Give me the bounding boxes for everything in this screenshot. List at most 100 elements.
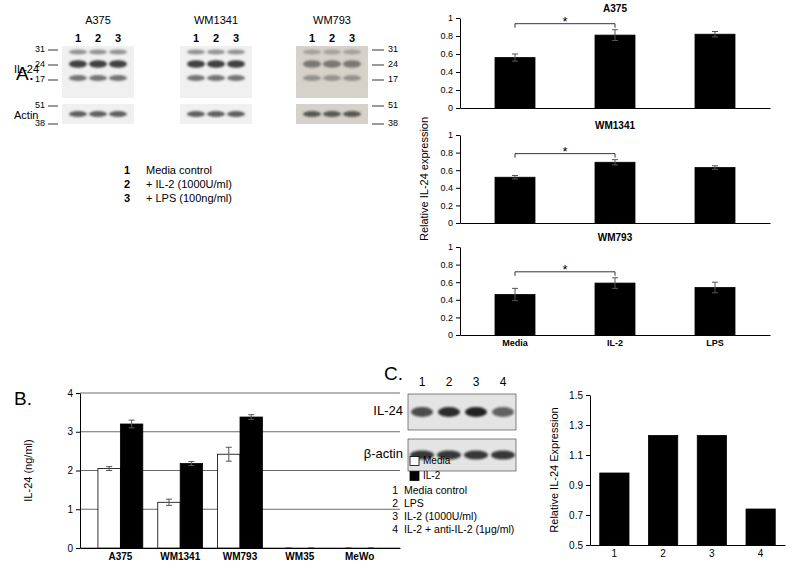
bar (697, 436, 726, 546)
lane-number: 2 (329, 32, 335, 44)
cell-line-label: WM793 (313, 14, 351, 26)
tick-label: 0.6 (440, 278, 453, 288)
error-bar-stem (109, 467, 110, 471)
blot-panel-a: A375123WM1341123WM7931233131242417175151… (14, 14, 398, 204)
error-bar-cap (166, 505, 172, 506)
key-text: LPS (404, 497, 424, 509)
lane-number: 3 (473, 375, 480, 389)
error-bar-cap (712, 36, 718, 37)
tick-label: 1 (448, 130, 453, 140)
tick-label: 0.4 (440, 183, 453, 193)
marker-dash (372, 124, 384, 125)
tick-label: 1.5 (569, 390, 583, 401)
tick: 0.6 (440, 49, 460, 59)
key-number: 3 (392, 510, 398, 522)
tick: 0.2 (440, 313, 460, 323)
tick: 0.4 (440, 67, 460, 77)
error-bar-cap (612, 164, 618, 165)
y-axis: 01234 (67, 388, 80, 554)
plot-area (600, 436, 776, 546)
tick-label: 0 (67, 543, 73, 554)
tick-label: LPS (706, 338, 724, 348)
significance-bracket: * (515, 144, 615, 159)
tick-mark (456, 54, 460, 55)
tick-mark (456, 188, 460, 189)
blot-band (109, 75, 127, 81)
tick-label: WM1341 (160, 551, 200, 562)
tick: 1 (448, 130, 460, 140)
error-bar-cap (226, 461, 232, 462)
bar (277, 548, 299, 549)
grid-line (80, 393, 400, 394)
error-bar-cap (226, 447, 232, 448)
tick: WM1341 (160, 548, 200, 562)
tick-mark (586, 455, 590, 456)
blot-band (109, 49, 127, 54)
blot-strip (180, 104, 252, 124)
marker-label: 17 (35, 74, 45, 84)
blot-strip (408, 394, 516, 430)
error-bar-cap (368, 548, 374, 549)
blot-band (411, 407, 433, 417)
error-bar-cap (512, 300, 518, 301)
error-bar-stem (515, 175, 516, 179)
blot-strip (296, 46, 368, 98)
tick: 0.4 (440, 183, 460, 193)
key-number: 4 (392, 523, 398, 535)
error-bar-cap (712, 169, 718, 170)
blot-row-label: IL-24 (373, 403, 403, 418)
blot-band (303, 75, 321, 81)
legend-swatch (410, 457, 419, 466)
error-bar (308, 548, 314, 549)
tick-label: WM35 (285, 551, 314, 562)
tick-label: 0.7 (569, 510, 583, 521)
marker-label: 31 (388, 44, 398, 54)
blot-band (303, 111, 321, 117)
axis-line (460, 19, 461, 109)
marker-label: 17 (388, 74, 398, 84)
lane-number: 1 (193, 32, 199, 44)
tick-mark (456, 36, 460, 37)
blot-band (69, 49, 87, 54)
x-axis: MediaIL-2LPS (461, 335, 771, 348)
tick: 3 (67, 426, 80, 437)
tick: 1.5 (569, 390, 590, 401)
chart-title: WM1341 (595, 120, 635, 131)
blot-row-label: β-actin (364, 446, 403, 461)
x-axis (461, 108, 771, 110)
marker-dash (48, 106, 58, 107)
blot-band (227, 60, 245, 68)
bar (695, 34, 735, 108)
chart: 00.20.40.60.81A375* (440, 3, 770, 113)
tick-mark (586, 545, 590, 546)
error-bar (512, 288, 518, 300)
blot-band (343, 111, 361, 117)
y-axis: 0.50.70.91.11.31.5 (569, 390, 590, 551)
blot-band (303, 49, 321, 54)
tick: 0.6 (440, 166, 460, 176)
tick-mark (76, 393, 80, 394)
marker-label: 51 (388, 100, 398, 110)
marker-label: 38 (388, 118, 398, 128)
marker-dash (48, 80, 58, 81)
error-bar-cap (612, 277, 618, 278)
significance-bracket: * (515, 14, 615, 29)
tick-label: MeWo (345, 551, 374, 562)
blot-band (323, 75, 341, 81)
tick: 0.7 (569, 510, 590, 521)
blot-band (227, 111, 245, 117)
lane-number: 2 (95, 32, 101, 44)
marker-dash (48, 124, 58, 125)
bar (595, 283, 635, 335)
error-bar-stem (715, 282, 716, 293)
legend-swatch (410, 472, 419, 481)
tick: 0 (67, 543, 80, 554)
blot-band (343, 60, 361, 68)
tick-label: 4 (758, 548, 764, 559)
tick-mark (456, 265, 460, 266)
tick-mark (456, 335, 460, 336)
key-number: 1 (392, 484, 398, 496)
key-text: + IL-2 (1000U/ml) (146, 178, 232, 190)
lane-number: 3 (115, 32, 121, 44)
error-bar-stem (251, 415, 252, 420)
